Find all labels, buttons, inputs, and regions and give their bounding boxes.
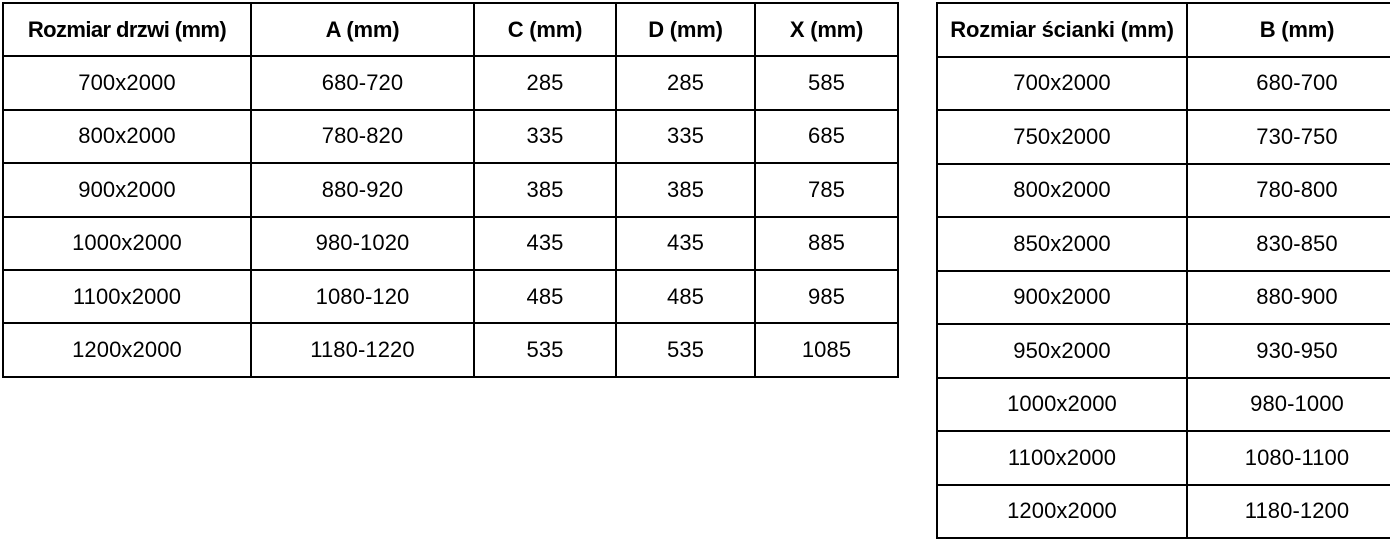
table-row: 1200x2000 1180-1200: [936, 483, 1390, 539]
table-row: 1100x2000 1080-120 485 485 985: [2, 268, 899, 325]
table-header-row: Rozmiar ścianki (mm) B (mm): [936, 2, 1390, 58]
cell-a: 780-820: [250, 108, 475, 165]
cell-door-size: 800x2000: [2, 108, 252, 165]
cell-d: 535: [615, 322, 756, 378]
wall-size-table-header: Rozmiar ścianki (mm) B (mm): [936, 2, 1390, 58]
cell-b: 730-750: [1186, 109, 1390, 165]
table-header-row: Rozmiar drzwi (mm) A (mm) C (mm) D (mm) …: [2, 1, 899, 58]
table-row: 1100x2000 1080-1100: [936, 430, 1390, 486]
cell-b: 1080-1100: [1186, 430, 1390, 486]
table-row: 1000x2000 980-1000: [936, 376, 1390, 432]
cell-a: 980-1020: [250, 215, 475, 271]
cell-b: 880-900: [1186, 269, 1390, 325]
column-header-door-size: Rozmiar drzwi (mm): [2, 1, 252, 58]
cell-c: 285: [473, 55, 617, 111]
cell-wall-size: 1200x2000: [936, 483, 1188, 539]
table-row: 750x2000 730-750: [936, 109, 1390, 165]
table-row: 800x2000 780-820 335 335 685: [2, 108, 899, 165]
cell-c: 385: [473, 162, 617, 218]
cell-a: 680-720: [250, 55, 475, 111]
cell-wall-size: 750x2000: [936, 109, 1188, 165]
wall-size-table-body: 700x2000 680-700 750x2000 730-750 800x2000 78…: [936, 55, 1390, 539]
cell-door-size: 1200x2000: [2, 322, 252, 378]
cell-b: 780-800: [1186, 162, 1390, 218]
cell-a: 880-920: [250, 162, 475, 218]
cell-b: 930-950: [1186, 323, 1390, 379]
table-row: 800x2000 780-800: [936, 162, 1390, 218]
cell-wall-size: 700x2000: [936, 55, 1188, 111]
cell-x: 1085: [754, 322, 899, 378]
table-row: 700x2000 680-720 285 285 585: [2, 55, 899, 111]
cell-c: 535: [473, 322, 617, 378]
cell-x: 785: [754, 162, 899, 218]
cell-c: 485: [473, 268, 617, 325]
cell-door-size: 700x2000: [2, 55, 252, 111]
cell-wall-size: 900x2000: [936, 269, 1188, 325]
cell-c: 435: [473, 215, 617, 271]
cell-wall-size: 800x2000: [936, 162, 1188, 218]
cell-wall-size: 1000x2000: [936, 376, 1188, 432]
cell-a: 1080-120: [250, 268, 475, 325]
column-header-b: B (mm): [1186, 2, 1390, 58]
column-header-x: X (mm): [754, 1, 899, 58]
wall-size-table: Rozmiar ścianki (mm) B (mm) 700x2000 680-…: [936, 2, 1390, 539]
door-size-table-body: 700x2000 680-720 285 285 585 800x2000 780-820 3…: [2, 55, 899, 378]
cell-b: 830-850: [1186, 216, 1390, 272]
cell-wall-size: 1100x2000: [936, 430, 1188, 486]
table-row: 900x2000 880-920 385 385 785: [2, 162, 899, 218]
column-header-wall-size: Rozmiar ścianki (mm): [936, 2, 1188, 58]
cell-d: 285: [615, 55, 756, 111]
cell-c: 335: [473, 108, 617, 165]
cell-door-size: 1100x2000: [2, 268, 252, 325]
cell-a: 1180-1220: [250, 322, 475, 378]
cell-d: 385: [615, 162, 756, 218]
column-header-c: C (mm): [473, 1, 617, 58]
column-header-d: D (mm): [615, 1, 756, 58]
cell-b: 1180-1200: [1186, 483, 1390, 539]
cell-d: 335: [615, 108, 756, 165]
cell-wall-size: 950x2000: [936, 323, 1188, 379]
door-size-table-header: Rozmiar drzwi (mm) A (mm) C (mm) D (mm) …: [2, 1, 899, 58]
table-row: 900x2000 880-900: [936, 269, 1390, 325]
column-header-a: A (mm): [250, 1, 475, 58]
cell-x: 585: [754, 55, 899, 111]
cell-door-size: 900x2000: [2, 162, 252, 218]
cell-x: 985: [754, 268, 899, 325]
cell-door-size: 1000x2000: [2, 215, 252, 271]
door-size-table: Rozmiar drzwi (mm) A (mm) C (mm) D (mm) …: [2, 1, 899, 378]
cell-b: 680-700: [1186, 55, 1390, 111]
table-row: 700x2000 680-700: [936, 55, 1390, 111]
table-row: 950x2000 930-950: [936, 323, 1390, 379]
cell-x: 885: [754, 215, 899, 271]
cell-x: 685: [754, 108, 899, 165]
cell-wall-size: 850x2000: [936, 216, 1188, 272]
cell-d: 435: [615, 215, 756, 271]
cell-b: 980-1000: [1186, 376, 1390, 432]
table-row: 1200x2000 1180-1220 535 535 1085: [2, 322, 899, 378]
table-row: 850x2000 830-850: [936, 216, 1390, 272]
cell-d: 485: [615, 268, 756, 325]
table-row: 1000x2000 980-1020 435 435 885: [2, 215, 899, 271]
